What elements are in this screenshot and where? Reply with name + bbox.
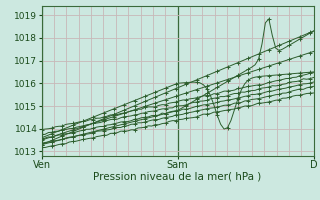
X-axis label: Pression niveau de la mer( hPa ): Pression niveau de la mer( hPa ) (93, 172, 262, 182)
